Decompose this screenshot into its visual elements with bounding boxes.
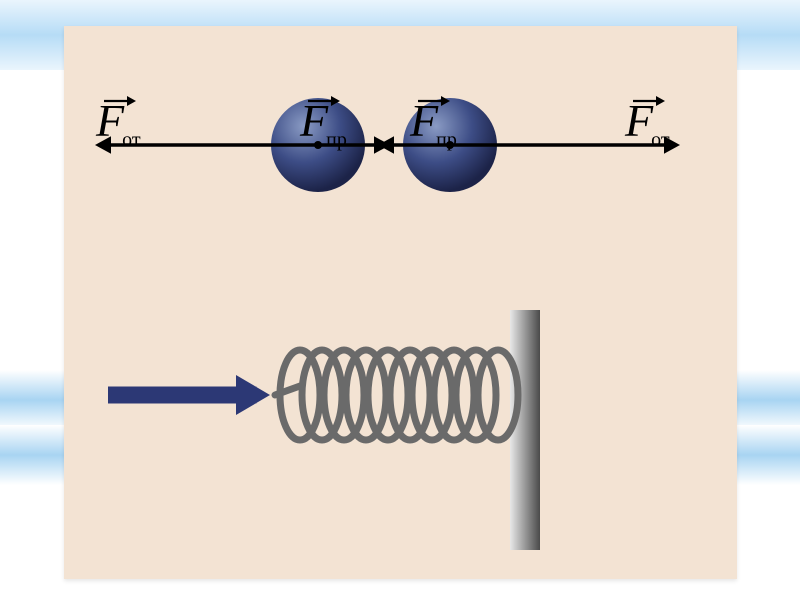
- force-origin-dot: [314, 141, 322, 149]
- diagram-panel: [64, 26, 737, 579]
- spring: [275, 350, 518, 440]
- applied-force-arrow: [108, 375, 270, 415]
- physics-diagram: [64, 26, 737, 579]
- force-origin-dot: [446, 141, 454, 149]
